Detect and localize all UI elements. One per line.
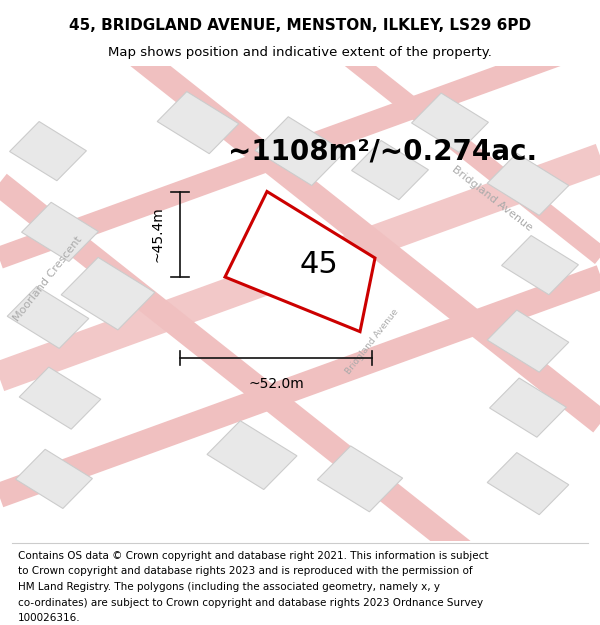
Text: 45, BRIDGLAND AVENUE, MENSTON, ILKLEY, LS29 6PD: 45, BRIDGLAND AVENUE, MENSTON, ILKLEY, L… — [69, 18, 531, 33]
FancyBboxPatch shape — [352, 141, 428, 200]
Text: 100026316.: 100026316. — [18, 613, 80, 623]
Text: Map shows position and indicative extent of the property.: Map shows position and indicative extent… — [108, 46, 492, 59]
FancyBboxPatch shape — [61, 258, 155, 330]
FancyBboxPatch shape — [22, 202, 98, 261]
FancyBboxPatch shape — [10, 121, 86, 181]
Text: Moorland Crescent: Moorland Crescent — [12, 235, 84, 324]
Text: Bridgland Avenue: Bridgland Avenue — [450, 164, 534, 233]
Text: to Crown copyright and database rights 2023 and is reproduced with the permissio: to Crown copyright and database rights 2… — [18, 566, 473, 576]
Text: Contains OS data © Crown copyright and database right 2021. This information is : Contains OS data © Crown copyright and d… — [18, 551, 488, 561]
Polygon shape — [225, 191, 375, 332]
FancyBboxPatch shape — [207, 421, 297, 489]
Text: co-ordinates) are subject to Crown copyright and database rights 2023 Ordnance S: co-ordinates) are subject to Crown copyr… — [18, 598, 483, 608]
Text: 45: 45 — [299, 250, 338, 279]
FancyBboxPatch shape — [487, 153, 569, 216]
FancyBboxPatch shape — [19, 367, 101, 429]
FancyBboxPatch shape — [317, 446, 403, 512]
FancyBboxPatch shape — [157, 92, 239, 154]
FancyBboxPatch shape — [502, 236, 578, 295]
FancyBboxPatch shape — [255, 117, 345, 186]
Text: ~52.0m: ~52.0m — [248, 377, 304, 391]
FancyBboxPatch shape — [16, 449, 92, 509]
FancyBboxPatch shape — [487, 452, 569, 514]
FancyBboxPatch shape — [412, 93, 488, 152]
Text: ~45.4m: ~45.4m — [151, 206, 165, 262]
Text: HM Land Registry. The polygons (including the associated geometry, namely x, y: HM Land Registry. The polygons (includin… — [18, 582, 440, 592]
FancyBboxPatch shape — [7, 286, 89, 348]
Text: ~1108m²/~0.274ac.: ~1108m²/~0.274ac. — [228, 137, 537, 165]
FancyBboxPatch shape — [487, 310, 569, 372]
FancyBboxPatch shape — [490, 378, 566, 438]
Text: Bridgland Avenue: Bridgland Avenue — [344, 307, 400, 376]
